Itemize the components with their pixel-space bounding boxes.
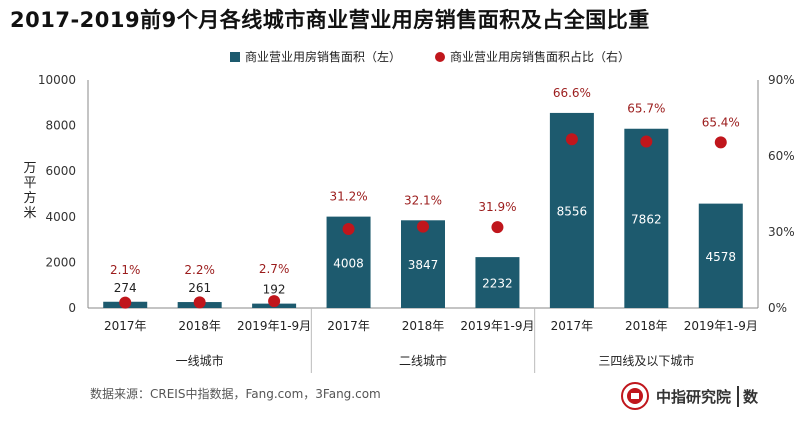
bar	[401, 220, 445, 308]
share-value-label: 2.7%	[259, 262, 290, 276]
x-tick-label: 2017年	[104, 319, 147, 333]
bar-value-label: 261	[188, 281, 211, 295]
legend-dot-swatch	[435, 52, 445, 62]
x-tick-label: 2019年1-9月	[460, 319, 534, 333]
x-tick-label: 2018年	[402, 319, 445, 333]
x-tick-label: 2017年	[327, 319, 370, 333]
x-tick-label: 2018年	[178, 319, 221, 333]
legend-dot-label: 商业营业用房销售面积占比（右）	[450, 49, 630, 64]
logo-name: 中指研究院	[656, 387, 732, 406]
share-value-label: 65.7%	[627, 102, 665, 116]
bar	[475, 257, 520, 308]
x-group-label: 二线城市	[399, 353, 447, 368]
bar	[698, 203, 743, 308]
share-value-label: 66.6%	[553, 86, 591, 100]
bar	[624, 128, 669, 308]
share-point	[491, 221, 504, 234]
share-point	[417, 220, 429, 233]
legend-bar-label: 商业营业用房销售面积（左）	[245, 49, 401, 64]
x-group-label: 一线城市	[176, 353, 224, 368]
share-value-label: 2.1%	[110, 263, 141, 277]
y-tick-label-left: 2000	[45, 255, 76, 269]
y-tick-label-right: 0%	[768, 301, 787, 315]
y-tick-label-left: 4000	[45, 210, 76, 224]
share-point	[565, 133, 578, 146]
x-tick-label: 2017年	[551, 319, 594, 333]
x-tick-label: 2018年	[625, 319, 668, 333]
y-tick-label-right: 60%	[768, 149, 795, 163]
y-tick-label-left: 10000	[38, 73, 76, 87]
share-value-label: 32.1%	[404, 193, 442, 207]
share-value-label: 2.2%	[184, 263, 215, 277]
y-tick-label-left: 8000	[45, 119, 76, 133]
logo-suffix: 数	[737, 385, 758, 407]
bar-value-label: 3847	[408, 258, 439, 272]
y-axis-label: 万	[23, 161, 36, 176]
y-axis-label: 米	[23, 206, 36, 221]
publisher-logo: 中指研究院 数	[620, 376, 758, 416]
legend-bar-swatch	[230, 52, 240, 62]
y-axis-label: 平	[23, 176, 36, 191]
share-value-label: 65.4%	[702, 115, 740, 129]
y-axis-label: 方	[23, 190, 36, 206]
y-tick-label-left: 0	[68, 301, 76, 315]
share-point	[268, 295, 281, 308]
seal-icon	[621, 382, 649, 410]
bar-value-label: 4578	[706, 250, 737, 264]
x-tick-label: 2019年1-9月	[684, 319, 758, 333]
bar-value-label: 2232	[482, 277, 513, 291]
y-tick-label-right: 90%	[768, 73, 795, 87]
bar-value-label: 7862	[631, 212, 662, 226]
bar-value-label: 192	[263, 283, 286, 297]
y-tick-label-right: 30%	[768, 225, 795, 239]
share-point	[342, 222, 355, 235]
share-point	[640, 135, 653, 148]
share-value-label: 31.2%	[329, 190, 367, 204]
bar-value-label: 4008	[333, 256, 364, 270]
data-source-note: 数据来源：CREIS中指数据，Fang.com，3Fang.com	[90, 387, 381, 401]
bar-value-label: 8556	[557, 204, 588, 218]
x-group-label: 三四线及以下城市	[598, 353, 694, 368]
bar	[549, 112, 594, 308]
share-point	[119, 296, 132, 309]
chart-title: 2017-2019前9个月各线城市商业营业用房销售面积及占全国比重	[10, 8, 650, 32]
share-value-label: 31.9%	[478, 200, 516, 214]
share-point	[193, 296, 206, 309]
y-tick-label-left: 6000	[45, 164, 76, 178]
x-tick-label: 2019年1-9月	[237, 319, 311, 333]
share-point	[714, 136, 727, 149]
bar-value-label: 274	[114, 281, 137, 295]
